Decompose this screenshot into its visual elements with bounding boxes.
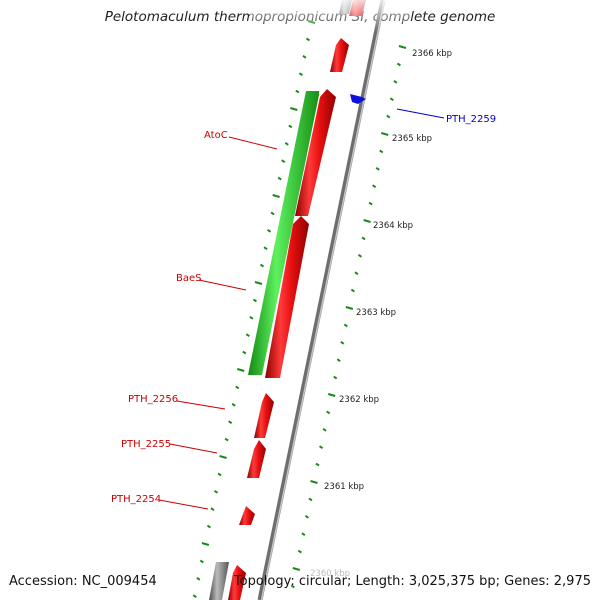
gene-arrow[interactable]: [265, 216, 309, 378]
minor-tick: [259, 263, 265, 268]
kbp-label: 2365 kbp: [392, 134, 432, 144]
minor-tick: [322, 427, 327, 432]
gene-arrow[interactable]: [247, 440, 266, 478]
gene-label-pth-2255[interactable]: PTH_2255: [121, 439, 171, 450]
minor-tick: [301, 532, 306, 537]
gene-label-baes[interactable]: BaeS: [176, 273, 202, 284]
minor-tick: [217, 472, 222, 477]
minor-tick: [340, 340, 345, 345]
minor-tick: [242, 350, 247, 355]
accession-text: Accession: NC_009454: [9, 574, 157, 589]
topology-text: Topology: circular; Length: 3,025,375 bp…: [233, 574, 591, 589]
backbone: [257, 0, 386, 600]
top-fade: [250, 0, 410, 32]
major-tick: [380, 132, 389, 136]
minor-tick: [305, 37, 311, 42]
minor-tick: [396, 62, 401, 67]
forward-strand-genes: [209, 0, 366, 600]
minor-tick: [263, 246, 268, 251]
minor-tick: [357, 253, 363, 258]
minor-tick: [350, 288, 355, 293]
gene-label-pth-2256[interactable]: PTH_2256: [128, 394, 178, 405]
gene-arrow[interactable]: [248, 91, 319, 375]
gene-arrow[interactable]: [330, 38, 349, 72]
outer-tick-row: [290, 45, 407, 589]
minor-tick: [199, 559, 204, 564]
minor-tick: [375, 166, 380, 171]
gene-arrow-highlight[interactable]: [350, 94, 366, 104]
minor-tick: [252, 298, 257, 303]
minor-tick: [245, 333, 250, 338]
kbp-label: 2360 kbp: [310, 569, 350, 579]
gene-label-atoc[interactable]: AtoC: [204, 130, 228, 141]
major-tick: [345, 306, 354, 310]
minor-tick: [277, 176, 282, 181]
kbp-label: 2363 kbp: [356, 308, 396, 318]
minor-tick: [210, 507, 215, 512]
kbp-label: 2361 kbp: [324, 482, 364, 492]
minor-tick: [354, 271, 359, 276]
major-tick: [219, 455, 227, 459]
minor-tick: [333, 375, 338, 380]
minor-tick: [368, 201, 373, 206]
major-tick: [272, 194, 280, 198]
kbp-label: 2364 kbp: [373, 221, 413, 231]
minor-tick: [235, 385, 240, 390]
minor-tick: [389, 97, 394, 102]
minor-tick: [281, 159, 286, 164]
major-tick: [363, 219, 371, 223]
minor-tick: [231, 402, 236, 407]
minor-tick: [270, 211, 275, 216]
minor-tick: [319, 445, 324, 450]
kbp-labels: 2366 kbp 2365 kbp 2364 kbp 2363 kbp 2362…: [310, 49, 452, 579]
minor-tick: [393, 79, 398, 84]
minor-tick: [372, 184, 377, 189]
minor-tick: [379, 149, 384, 154]
inner-tick-row: [192, 20, 316, 599]
kbp-label: 2362 kbp: [339, 395, 379, 405]
major-tick: [201, 542, 210, 546]
major-tick: [327, 393, 336, 397]
minor-tick: [192, 594, 197, 599]
minor-tick: [267, 228, 272, 233]
minor-tick: [213, 489, 219, 494]
minor-tick: [228, 420, 233, 425]
gene-labels: AtoC BaeS PTH_2256 PTH_2255 PTH_2254 PTH…: [111, 108, 496, 510]
gene-arrow[interactable]: [295, 89, 336, 216]
minor-tick: [308, 497, 313, 502]
minor-tick: [386, 114, 391, 119]
minor-tick: [290, 584, 295, 589]
minor-tick: [295, 89, 300, 94]
major-tick: [236, 368, 245, 372]
major-tick: [292, 567, 301, 571]
major-tick: [290, 107, 298, 111]
minor-tick: [224, 437, 229, 442]
minor-tick: [336, 358, 341, 363]
minor-tick: [297, 549, 302, 554]
major-tick: [398, 45, 407, 49]
minor-tick: [326, 410, 331, 415]
minor-tick: [284, 141, 289, 146]
minor-tick: [343, 323, 348, 328]
gene-label-pth-2254[interactable]: PTH_2254: [111, 494, 161, 505]
minor-tick: [298, 72, 303, 77]
reverse-strand-genes: [248, 91, 319, 375]
minor-tick: [196, 576, 201, 581]
major-tick: [254, 281, 263, 285]
minor-tick: [288, 124, 293, 129]
kbp-label: 2366 kbp: [412, 49, 452, 59]
minor-tick: [249, 315, 254, 320]
gene-arrow[interactable]: [254, 393, 274, 438]
major-tick: [310, 480, 318, 484]
minor-tick: [304, 514, 309, 519]
gene-label-pth-2259[interactable]: PTH_2259: [446, 114, 496, 125]
gene-arrow[interactable]: [228, 565, 246, 600]
gene-arrow[interactable]: [239, 506, 255, 525]
gene-arrow-pseudo[interactable]: [209, 562, 229, 600]
minor-tick: [315, 462, 320, 467]
minor-tick: [361, 236, 366, 241]
minor-tick: [302, 54, 307, 59]
minor-tick: [206, 524, 211, 529]
